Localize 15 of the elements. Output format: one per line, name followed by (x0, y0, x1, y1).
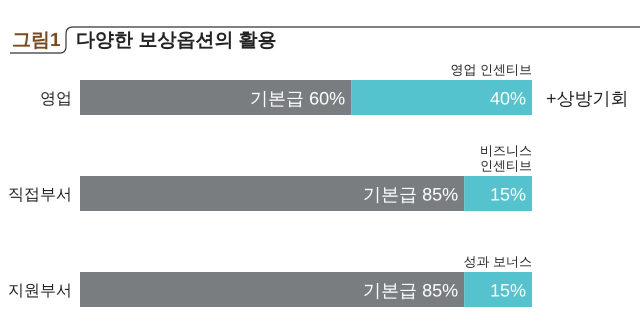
annotation: 성과 보너스 (463, 254, 532, 269)
data-label: 기본급 60% (250, 88, 346, 108)
data-label: 15% (490, 184, 526, 204)
y-tick-label: 직접부서 (8, 186, 72, 204)
data-label: 15% (490, 280, 526, 300)
caption: 그림1 (12, 30, 61, 51)
y-tick-label: 영업 (40, 90, 72, 108)
y-tick-label: 지원부서 (8, 282, 72, 300)
chart-title: 다양한 보상옵션의 활용 (76, 30, 277, 51)
data-label: 기본급 85% (363, 184, 458, 204)
data-label: 기본급 85% (363, 280, 458, 300)
annotation: 비즈니스 인센티브 (480, 143, 532, 173)
annotation: 영업 인센티브 (450, 62, 532, 77)
data-label: 40% (490, 88, 526, 108)
text: +상방기회 (546, 88, 629, 108)
